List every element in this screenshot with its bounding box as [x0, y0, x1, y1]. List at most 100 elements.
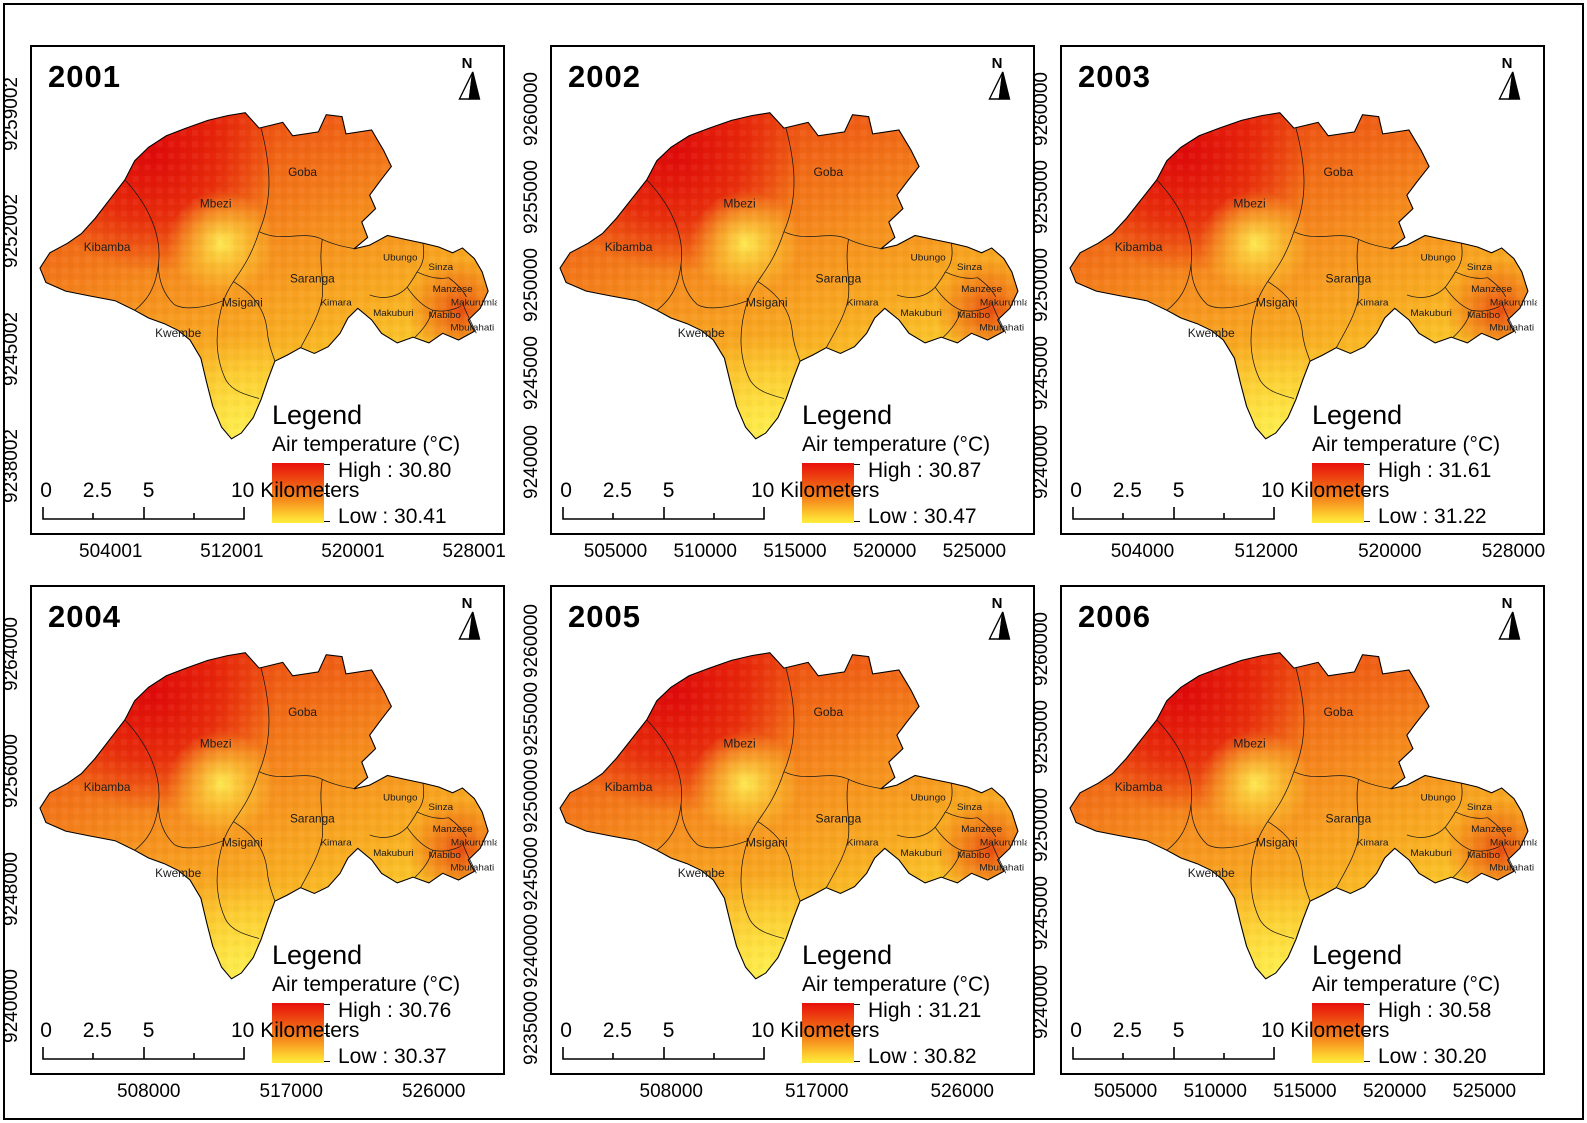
y-axis-tick-label: 9245002	[1, 311, 22, 386]
district-label: Kimara	[320, 298, 352, 309]
figure-border	[3, 3, 1584, 1120]
legend-subtitle: Air temperature (°C)	[272, 433, 461, 456]
x-axis-tick-label: 520000	[852, 541, 917, 562]
district-borders	[124, 668, 477, 939]
north-arrow-icon	[988, 71, 1011, 100]
y-axis-labels: 9260000 9255000 9250000 9245000 9240000	[1027, 45, 1057, 535]
y-axis-tick-label: 9255000	[1031, 159, 1052, 234]
region-outline	[39, 652, 489, 980]
legend-low-value: Low : 30.37	[338, 1045, 447, 1068]
temperature-map: Goba Mbezi Kibamba Kwembe Msigani Saranga Kima…	[1069, 652, 1537, 980]
north-label: N	[461, 595, 473, 612]
district-label: Makuburi	[373, 848, 414, 859]
district-label: Goba	[814, 705, 844, 719]
y-axis-tick-label: 9250000	[521, 759, 542, 834]
y-axis-tick-label: 9250000	[1031, 248, 1052, 323]
district-borders	[646, 668, 1007, 939]
scale-label-5: 5	[662, 1019, 675, 1042]
legend-high-value: High : 30.76	[338, 999, 452, 1022]
legend-high-value: High : 30.58	[1378, 999, 1492, 1022]
district-label: Msigani	[1256, 296, 1298, 310]
scale-label-10km: 10 Kilometers	[751, 479, 880, 502]
x-axis-labels: 504001 512001 520001 528001	[30, 535, 506, 565]
scale-bar-ticks	[42, 507, 245, 520]
x-axis-tick-label: 504001	[79, 541, 143, 562]
scale-label-10km: 10 Kilometers	[1261, 1019, 1390, 1042]
scale-bar: 0 2.5 5 10 Kilometers	[560, 1019, 879, 1065]
legend-title: Legend	[802, 940, 893, 970]
map-area: Goba Mbezi Kibamba Kwembe Msigani Saranga Kima…	[1068, 647, 1537, 997]
scale-label-10km: 10 Kilometers	[751, 1019, 880, 1042]
x-axis-tick-label: 512001	[200, 541, 264, 562]
north-arrow-icon	[458, 611, 481, 640]
district-label: Ubungo	[1421, 253, 1457, 264]
legend-high-value: High : 30.80	[338, 459, 452, 482]
y-axis-tick-label: 9259002	[1, 76, 22, 151]
legend: Legend Air temperature (°C) High : 30.76…	[272, 940, 498, 1068]
y-axis-labels: 9259002 9252002 9245002 9238002	[0, 45, 27, 535]
x-axis-tick-label: 520001	[321, 541, 385, 562]
district-label: Manzese	[433, 824, 473, 835]
scale-bar: 0 2.5 5 10 Kilometers	[1070, 479, 1389, 525]
district-label: Mabibo	[1467, 850, 1501, 861]
scale-bar-ticks	[562, 507, 765, 520]
district-label: Mbezi	[1233, 197, 1265, 211]
district-label: Makurumla	[980, 298, 1027, 309]
district-label: Mburahati	[450, 863, 494, 874]
y-axis-tick-label: 9250000	[521, 248, 542, 323]
legend-low-value: Low : 30.41	[338, 505, 447, 528]
district-label: Kibamba	[605, 240, 653, 254]
panel-year-label: 2005	[568, 599, 641, 634]
north-label: N	[991, 55, 1003, 72]
scale-bar-ticks	[42, 1047, 245, 1060]
panel-year-label: 2003	[1078, 59, 1151, 94]
x-axis-tick-label: 508000	[639, 1081, 703, 1102]
district-label: Manzese	[433, 284, 473, 295]
y-axis-tick-label: 9240000	[1, 969, 22, 1044]
district-borders	[646, 128, 1007, 399]
x-axis-tick-label: 526000	[402, 1081, 466, 1102]
district-label: Mbezi	[723, 197, 755, 211]
scale-label-10km: 10 Kilometers	[1261, 479, 1390, 502]
district-label: Kimara	[847, 838, 879, 849]
region-outline	[39, 112, 489, 440]
district-label: Kwembe	[1188, 326, 1235, 340]
y-axis-tick-label: 9238002	[1, 429, 22, 504]
y-axis-tick-label: 9248000	[1, 851, 22, 926]
north-label: N	[1501, 55, 1513, 72]
y-axis-labels: 9260000 9255000 9250000 9245000 9240000 92350…	[517, 585, 547, 1075]
district-label: Sinza	[1467, 802, 1493, 813]
y-axis-tick-label: 9240000	[1031, 424, 1052, 499]
scale-label-5: 5	[662, 479, 675, 502]
district-label: Mbezi	[723, 737, 755, 751]
x-axis-tick-label: 515000	[1273, 1081, 1337, 1102]
region-outline	[559, 652, 1019, 980]
y-axis-tick-label: 9260000	[521, 604, 542, 679]
panel-year-label: 2004	[48, 599, 121, 634]
y-axis-tick-label: 9240000	[521, 914, 542, 988]
x-axis-tick-label: 528000	[1481, 541, 1546, 562]
legend-title: Legend	[802, 400, 893, 430]
scale-bar: 0 2.5 5 10 Kilometers	[1070, 1019, 1389, 1065]
district-label: Ubungo	[383, 793, 418, 804]
scale-label-10km: 10 Kilometers	[231, 479, 360, 502]
north-label: N	[461, 55, 473, 72]
district-label: Kibamba	[605, 780, 653, 794]
district-label: Saranga	[816, 272, 862, 286]
map-panel: 9260000 9255000 9250000 9245000 9240000 2006…	[1031, 585, 1545, 1102]
district-label: Sinza	[428, 262, 453, 273]
legend-title: Legend	[272, 400, 363, 430]
temperature-map: Goba Mbezi Kibamba Kwembe Msigani Saranga Kima…	[39, 112, 497, 440]
legend-high-value: High : 31.21	[868, 999, 982, 1022]
y-axis-tick-label: 9260000	[1031, 611, 1052, 686]
x-axis-tick-label: 505000	[1093, 1081, 1158, 1102]
scale-label-5: 5	[142, 1019, 155, 1042]
y-axis-tick-label: 9250000	[1031, 788, 1052, 863]
district-label: Msigani	[1256, 836, 1298, 850]
district-label: Kibamba	[1115, 780, 1163, 794]
district-label: Msigani	[746, 296, 788, 310]
north-arrow: N	[455, 595, 485, 647]
region-outline	[559, 112, 1019, 440]
legend-tick-marks	[854, 1003, 862, 1063]
map-panel: 9260000 9255000 9250000 9245000 9240000 2003…	[1031, 45, 1545, 562]
